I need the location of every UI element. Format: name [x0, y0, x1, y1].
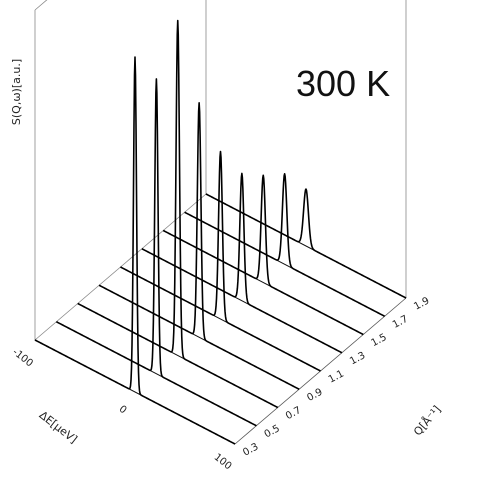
y-tick-label: 1.5 [369, 332, 388, 349]
series-line-q-1.7 [184, 173, 385, 317]
x-axis-label: ΔE[μeV] [37, 408, 80, 446]
series-line-q-1.9 [205, 188, 407, 299]
z-axis-label: S(Q,ω)[a.u.] [10, 59, 23, 125]
x-tick-label: -100 [10, 347, 35, 370]
y-tick-label: 1.3 [348, 350, 367, 367]
series-line-q-0.9 [98, 101, 300, 390]
series-line-q-0.7 [77, 19, 279, 409]
series-line-q-0.3 [34, 56, 236, 445]
y-tick-label: 0.7 [284, 405, 303, 422]
annotation-temperature: 300 K [296, 63, 390, 104]
peak-series [34, 19, 407, 445]
y-tick-label: 0.3 [241, 441, 260, 458]
series-line-q-0.5 [56, 78, 257, 427]
y-tick-label: 1.7 [391, 314, 410, 331]
box-edge [34, 0, 48, 11]
y-tick-label: 0.9 [305, 387, 324, 404]
y-tick-label: 0.5 [263, 423, 282, 440]
x-tick-label: 0 [117, 404, 129, 417]
x-tick-label: 100 [212, 452, 234, 472]
series-line-q-1.5 [162, 174, 364, 336]
y-axis-label: Q[Å⁻¹] [411, 403, 443, 438]
series-line-q-1.3 [141, 172, 343, 354]
y-tick-label: 1.9 [412, 295, 431, 312]
y-tick-label: 1.1 [327, 368, 346, 385]
tick-labels: 0.30.50.70.91.11.31.51.71.9 -100 0 100 [10, 295, 431, 472]
